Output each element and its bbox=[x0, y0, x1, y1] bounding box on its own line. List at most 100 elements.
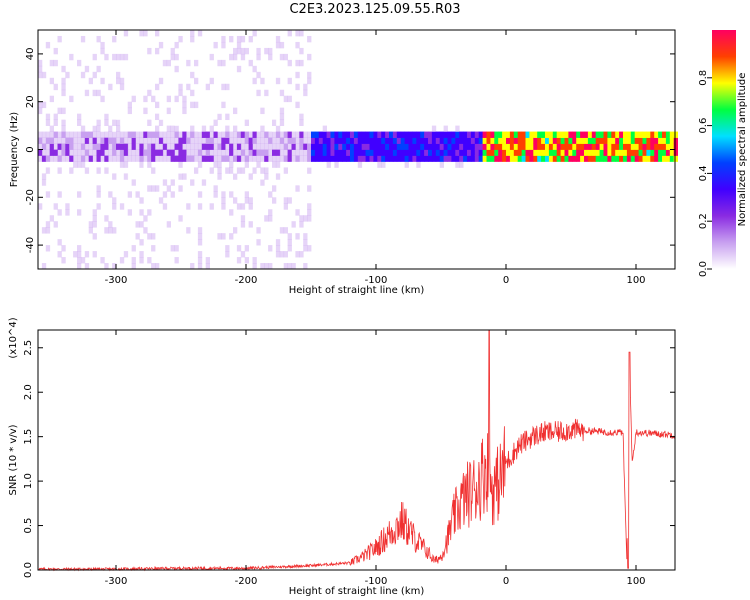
spectrogram-cell bbox=[459, 155, 464, 162]
spectrogram-cell bbox=[525, 155, 530, 162]
spectrogram-cell bbox=[474, 155, 480, 162]
spectrogram-cell bbox=[275, 131, 281, 138]
spectrogram-cell bbox=[240, 149, 246, 156]
spectrogram-cell bbox=[307, 203, 312, 210]
spectrogram-cell bbox=[334, 143, 339, 150]
spectrogram-cell bbox=[533, 149, 538, 156]
spectrogram-cell bbox=[662, 155, 667, 162]
spectrogram-cell bbox=[268, 263, 273, 270]
spectrogram-cell bbox=[369, 155, 374, 162]
spectrogram-cell bbox=[221, 143, 226, 150]
spectrogram-cell bbox=[77, 191, 82, 198]
spectrogram-cell bbox=[233, 155, 238, 162]
spectrogram-cell bbox=[158, 41, 164, 49]
spectrogram-cell bbox=[560, 155, 565, 162]
spectrogram-cell bbox=[162, 131, 168, 138]
spectrogram-cell bbox=[49, 137, 54, 144]
spectrogram-cell bbox=[84, 155, 90, 162]
spectrogram-cell bbox=[572, 149, 577, 156]
spectrogram-cell bbox=[603, 143, 608, 150]
spectrogram-cell bbox=[439, 143, 444, 150]
spectrogram-cell bbox=[119, 203, 125, 210]
spectrogram-cell bbox=[80, 149, 86, 156]
spectrogram-cell bbox=[80, 257, 86, 264]
spectrogram-cell bbox=[61, 65, 66, 73]
spectrogram-cell bbox=[197, 143, 203, 150]
spectrogram-cell bbox=[112, 149, 117, 156]
spectrogram-cell bbox=[615, 155, 620, 162]
spectrogram-cell bbox=[233, 143, 238, 150]
spectrogram-cell bbox=[295, 30, 300, 37]
spectrogram-cell bbox=[326, 161, 331, 168]
spectrogram-cell bbox=[299, 149, 304, 156]
spectrogram-cell bbox=[424, 155, 429, 162]
spectrogram-cell bbox=[560, 149, 565, 156]
spectrogram-cell bbox=[77, 245, 82, 252]
spectrogram-cell bbox=[654, 131, 659, 138]
spectrogram-cell bbox=[182, 149, 187, 156]
spectrogram-cell bbox=[240, 215, 246, 222]
spectrogram-cell bbox=[463, 149, 468, 156]
spectrogram-cell bbox=[41, 155, 47, 162]
spectrogram-cell bbox=[65, 167, 70, 174]
spectrogram-cell bbox=[205, 173, 210, 180]
spectrogram-cell bbox=[170, 47, 175, 55]
spectrogram-cell bbox=[412, 155, 417, 162]
spectrogram-cell bbox=[431, 149, 437, 156]
spectrogram-cell bbox=[408, 149, 413, 156]
spectrogram-cell bbox=[61, 107, 66, 115]
spectrogram-cell bbox=[151, 155, 156, 162]
spectrogram-cell bbox=[92, 89, 97, 97]
spectrogram-cell bbox=[275, 245, 281, 252]
spectrogram-cell bbox=[213, 137, 218, 144]
spectrogram-cell bbox=[194, 131, 199, 138]
spectrogram-cell bbox=[162, 155, 168, 162]
spectrogram-cell bbox=[205, 155, 210, 162]
spectrogram-cell bbox=[84, 251, 90, 258]
spectrogram-cell bbox=[662, 131, 667, 138]
spectrogram-cell bbox=[443, 125, 448, 132]
spectrogram-cell bbox=[119, 77, 125, 85]
spectrogram-cell bbox=[424, 149, 429, 156]
spectrogram-cell bbox=[595, 131, 600, 138]
spectrogram-cell bbox=[521, 131, 526, 138]
spectrogram-cell bbox=[260, 137, 265, 144]
spectrogram-cell bbox=[248, 197, 253, 204]
spectrogram-cell bbox=[346, 143, 351, 150]
spectrogram-cell bbox=[634, 137, 639, 144]
spectrogram-cell bbox=[100, 149, 105, 156]
spectrogram-cell bbox=[166, 149, 171, 156]
spectrogram-cell bbox=[404, 137, 409, 144]
spectrogram-cell bbox=[295, 71, 300, 79]
spectrogram-cell bbox=[143, 149, 148, 156]
spectrogram-cell bbox=[213, 119, 218, 126]
spectrogram-cell bbox=[248, 173, 253, 180]
spectrogram-cell bbox=[275, 239, 281, 246]
spectrogram-cell bbox=[61, 137, 66, 144]
colorbar-tick-label: 0.8 bbox=[698, 70, 709, 86]
spectrogram-cell bbox=[268, 131, 273, 138]
spectrogram-cell bbox=[116, 125, 121, 132]
spectrogram-cell bbox=[295, 59, 300, 67]
spectrogram-cell bbox=[233, 149, 238, 156]
spectrogram-cell bbox=[494, 155, 499, 162]
spectrogram-cell bbox=[396, 137, 402, 144]
spectrogram-cell bbox=[400, 155, 405, 162]
spectrogram-cell bbox=[209, 131, 214, 138]
spectrogram-cell bbox=[127, 155, 132, 162]
spectrogram-cell bbox=[630, 143, 636, 150]
spectrogram-cell bbox=[260, 107, 265, 115]
spectrogram-cell bbox=[357, 155, 363, 162]
spectrogram-cell bbox=[404, 161, 409, 168]
spectrogram-cell bbox=[57, 167, 62, 174]
spectrogram-cell bbox=[221, 101, 226, 109]
spectrogram-cell bbox=[236, 257, 242, 264]
spectrogram-cell bbox=[478, 143, 483, 150]
spectrogram-cell bbox=[104, 149, 109, 156]
spectrogram-cell bbox=[646, 137, 651, 144]
spectrogram-cell bbox=[112, 143, 117, 150]
spectrogram-cell bbox=[123, 30, 129, 37]
spectrogram-cell bbox=[252, 149, 257, 156]
spectrogram-cell bbox=[513, 143, 519, 150]
spectrogram-cell bbox=[435, 131, 441, 138]
